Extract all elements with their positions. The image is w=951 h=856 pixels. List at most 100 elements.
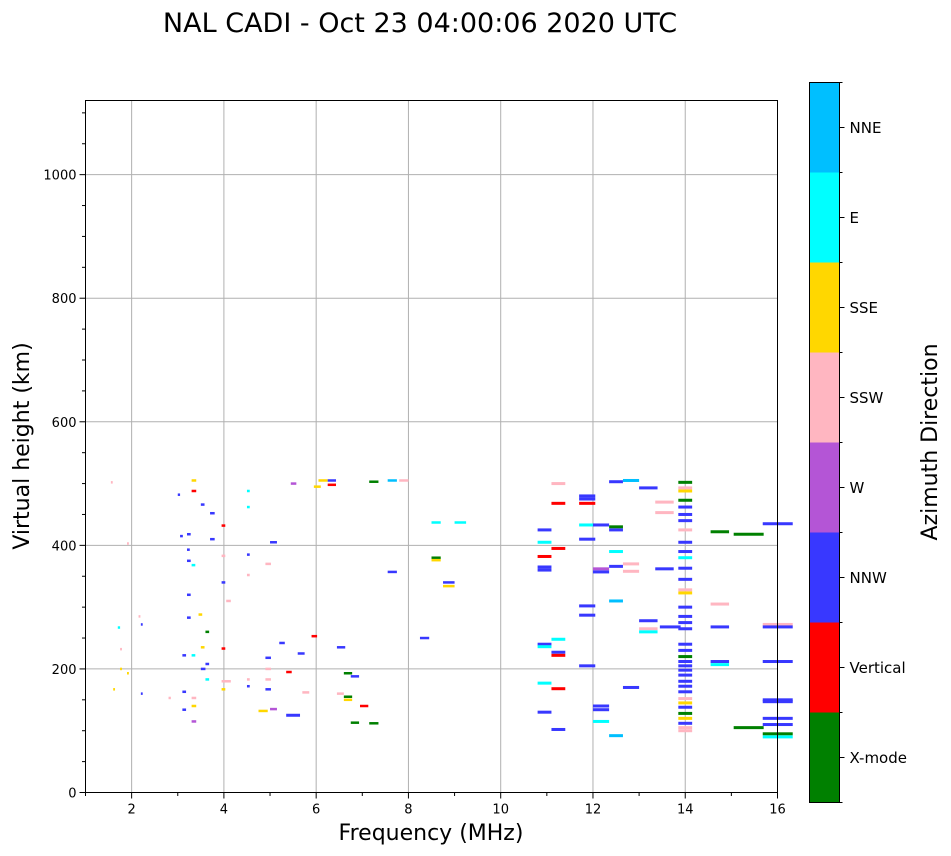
data-point — [191, 720, 197, 723]
data-point — [387, 570, 397, 574]
data-point — [579, 604, 596, 608]
data-point — [369, 722, 379, 725]
x-tick-label: 2 — [127, 803, 135, 818]
data-point — [168, 696, 171, 700]
data-point — [186, 616, 191, 619]
data-point — [609, 525, 623, 529]
colorbar-swatch — [809, 262, 840, 353]
data-point — [359, 704, 369, 708]
chart-title: NAL CADI - Oct 23 04:00:06 2020 UTC — [163, 8, 677, 39]
data-point — [200, 646, 205, 649]
y-axis-label: Virtual height (km) — [10, 342, 35, 549]
data-point — [551, 650, 566, 654]
data-point — [678, 668, 693, 672]
data-point — [191, 704, 197, 708]
data-point — [678, 642, 693, 646]
data-point — [678, 655, 693, 659]
data-point — [592, 570, 610, 574]
colorbar-swatch — [809, 172, 840, 263]
data-point — [246, 684, 250, 688]
data-point — [265, 667, 271, 671]
data-point — [551, 546, 566, 550]
data-point — [579, 501, 596, 505]
data-point — [221, 688, 226, 691]
data-point — [733, 532, 764, 536]
data-point — [191, 696, 197, 700]
y-tick-label: 1000 — [43, 169, 76, 184]
colorbar-tick-label: NNE — [850, 119, 882, 137]
data-point — [678, 556, 693, 560]
grid-lines — [85, 100, 778, 793]
data-point — [678, 664, 693, 668]
data-point — [343, 695, 353, 698]
data-point — [279, 641, 285, 645]
data-point — [678, 729, 693, 733]
data-point — [592, 523, 610, 527]
data-point — [369, 480, 379, 483]
data-point — [678, 489, 693, 493]
data-point — [622, 478, 640, 482]
data-point — [733, 726, 764, 730]
data-point — [226, 599, 231, 603]
data-point — [622, 562, 640, 566]
x-axis-label: Frequency (MHz) — [339, 821, 524, 846]
data-point — [655, 567, 674, 571]
colorbar-tick-label: W — [850, 479, 865, 497]
colorbar-tick-label: SSE — [850, 299, 879, 317]
colorbar-swatch — [809, 352, 840, 443]
data-point — [609, 734, 623, 738]
data-point — [622, 569, 640, 573]
data-point — [191, 479, 197, 482]
x-tick-label: 4 — [220, 803, 228, 818]
data-point — [186, 548, 190, 551]
data-point — [221, 524, 226, 527]
y-tick-label: 800 — [52, 292, 77, 307]
data-point — [537, 568, 552, 572]
data-point — [609, 528, 623, 532]
data-point — [551, 687, 566, 691]
data-point — [678, 512, 693, 516]
data-point — [551, 637, 566, 641]
data-point — [639, 619, 658, 623]
data-point — [221, 680, 231, 683]
x-tick-label: 8 — [404, 803, 412, 818]
data-point — [343, 698, 353, 702]
y-axis-ticks: 0 200 400 600 800 1000 — [43, 112, 86, 802]
data-point — [678, 648, 693, 652]
data-point — [537, 645, 552, 649]
data-point — [678, 614, 693, 618]
data-point — [678, 566, 693, 570]
data-point — [537, 565, 552, 569]
data-point — [678, 701, 693, 705]
data-point — [205, 630, 210, 634]
data-point — [221, 554, 226, 558]
data-point — [551, 727, 566, 731]
data-point — [399, 479, 409, 482]
data-point — [182, 654, 187, 657]
colorbar: X-mode Vertical NNW W SSW SSE E NNE — [809, 82, 907, 803]
data-point — [678, 605, 693, 609]
data-point — [290, 482, 297, 485]
data-point — [710, 663, 730, 667]
data-point — [327, 479, 337, 482]
data-point — [454, 521, 467, 524]
data-point — [678, 480, 693, 484]
data-point — [678, 486, 693, 490]
data-point — [443, 584, 455, 588]
data-point — [387, 479, 397, 482]
data-point — [246, 505, 250, 509]
data-point — [140, 692, 143, 695]
data-point — [537, 642, 552, 646]
data-point — [246, 553, 250, 556]
data-point — [592, 704, 610, 708]
data-point — [127, 542, 129, 545]
data-point — [198, 613, 203, 616]
data-point — [113, 688, 116, 691]
data-point — [313, 485, 321, 488]
data-point — [336, 646, 346, 649]
data-point — [592, 719, 610, 723]
data-point — [678, 679, 693, 683]
data-point — [579, 664, 596, 668]
data-point — [258, 709, 268, 713]
